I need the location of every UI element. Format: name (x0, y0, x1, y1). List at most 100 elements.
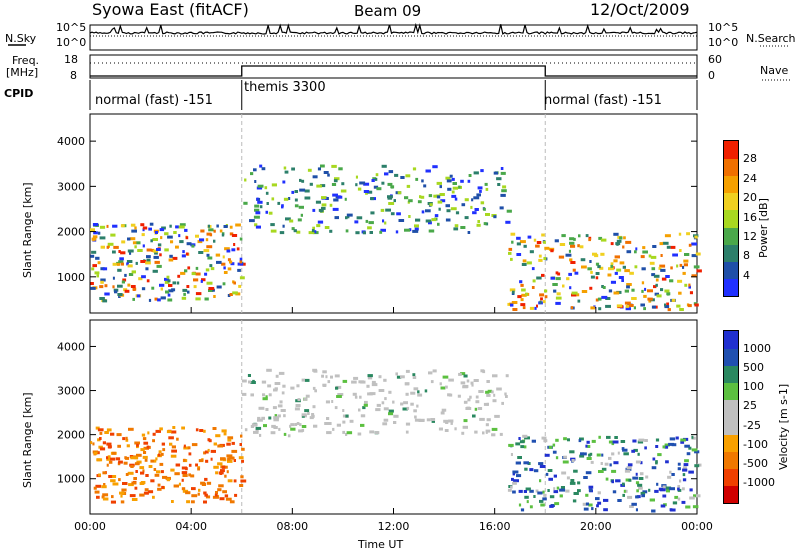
velocity-echo-cell (400, 375, 405, 379)
power-echo-cell (432, 165, 438, 169)
velocity-echo-cell (240, 434, 243, 438)
velocity-echo-cell (95, 426, 100, 430)
power-echo-cell (428, 229, 435, 233)
power-echo-cell (146, 248, 152, 252)
cpid-segment-2: themis 3300 (244, 80, 326, 95)
velocity-echo-cell (540, 503, 545, 507)
velocity-echo-cell (578, 439, 582, 443)
velocity-echo-cell (542, 497, 547, 501)
power-colorbar-tick: 4 (743, 268, 750, 282)
velocity-echo-cell (360, 423, 365, 427)
power-echo-cell (555, 271, 559, 275)
velocity-echo-cell (520, 508, 525, 512)
velocity-echo-cell (198, 488, 201, 492)
velocity-echo-cell (227, 459, 233, 463)
power-echo-cell (193, 285, 197, 289)
velocity-echo-cell (692, 505, 699, 509)
power-echo-cell (370, 211, 375, 215)
velocity-echo-cell (475, 400, 480, 404)
power-echo-cell (555, 277, 561, 281)
velocity-echo-cell (378, 389, 385, 392)
power-echo-cell (294, 204, 299, 208)
velocity-echo-cell (392, 400, 395, 404)
velocity-echo-cell (186, 500, 190, 504)
power-echo-cell (229, 232, 234, 236)
velocity-echo-cell (205, 495, 211, 499)
velocity-echo-cell (198, 459, 204, 463)
velocity-echo-cell (197, 492, 200, 496)
velocity-colorbar-segment (724, 348, 738, 366)
velocity-echo-cell (438, 427, 443, 431)
velocity-echo-cell (644, 439, 648, 442)
velocity-echo-cell (312, 368, 317, 372)
power-echo-cell (283, 197, 289, 201)
velocity-echo-cell (431, 419, 435, 423)
velocity-echo-cell (99, 437, 102, 440)
power-echo-cell (571, 293, 577, 297)
velocity-echo-cell (110, 479, 116, 483)
velocity-echo-cell (234, 493, 238, 497)
velocity-echo-cell (102, 441, 106, 445)
power-echo-cell (299, 178, 302, 182)
velocity-echo-cell (238, 456, 244, 460)
velocity-echo-cell (591, 507, 594, 511)
power-echo-cell (590, 275, 595, 279)
velocity-echo-cell (383, 418, 389, 422)
power-echo-cell (454, 197, 458, 201)
velocity-echo-cell (294, 407, 300, 411)
power-echo-cell (573, 237, 576, 241)
velocity-echo-cell (111, 475, 117, 478)
power-echo-cell (195, 234, 199, 238)
x-tick-label-5: 20:00 (580, 520, 612, 533)
velocity-echo-cell (185, 491, 191, 495)
velocity-echo-cell (635, 495, 639, 499)
velocity-echo-cell (261, 416, 265, 420)
velocity-echo-cell (665, 460, 669, 464)
power-echo-cell (140, 223, 145, 227)
power-echo-cell (671, 298, 676, 302)
power-echo-cell (291, 190, 295, 194)
velocity-echo-cell (636, 495, 641, 499)
power-echo-cell (148, 298, 152, 302)
power-echo-cell (446, 209, 451, 213)
power-echo-cell (178, 234, 181, 238)
power-echo-cell (222, 255, 225, 259)
velocity-echo-cell (499, 432, 503, 436)
power-echo-cell (92, 264, 97, 268)
velocity-echo-cell (143, 491, 149, 495)
power-echo-cell (261, 167, 266, 171)
velocity-echo-cell (631, 502, 637, 506)
velocity-echo-cell (134, 486, 138, 490)
velocity-echo-cell (99, 431, 103, 435)
velocity-echo-cell (274, 387, 278, 391)
velocity-echo-cell (545, 472, 549, 476)
power-echo-cell (691, 274, 697, 278)
velocity-echo-cell (513, 479, 519, 483)
power-echo-cell (539, 293, 545, 297)
power-echo-cell (119, 257, 124, 261)
velocity-echo-cell (183, 444, 186, 448)
velocity-echo-cell (617, 499, 622, 502)
velocity-echo-cell (150, 459, 155, 463)
power-echo-cell (264, 186, 268, 190)
velocity-echo-cell (573, 492, 579, 495)
velocity-echo-cell (508, 443, 514, 447)
velocity-echo-cell (483, 402, 489, 406)
power-echo-cell (141, 275, 146, 279)
velocity-echo-cell (99, 447, 106, 451)
velocity-echo-cell (283, 432, 287, 436)
power-echo-cell (576, 293, 580, 297)
power-echo-cell (154, 231, 158, 234)
power-echo-cell (195, 292, 202, 296)
velocity-echo-cell (181, 487, 186, 491)
power-echo-cell (221, 262, 226, 266)
velocity-echo-cell (531, 439, 536, 443)
power-echo-cell (283, 166, 287, 170)
power-echo-cell (112, 224, 118, 228)
power-echo-cell (619, 236, 623, 240)
velocity-echo-cell (515, 442, 521, 446)
velocity-echo-cell (301, 378, 305, 382)
velocity-echo-cell (140, 471, 145, 475)
velocity-echo-cell (410, 402, 414, 406)
power-echo-cell (666, 245, 671, 249)
